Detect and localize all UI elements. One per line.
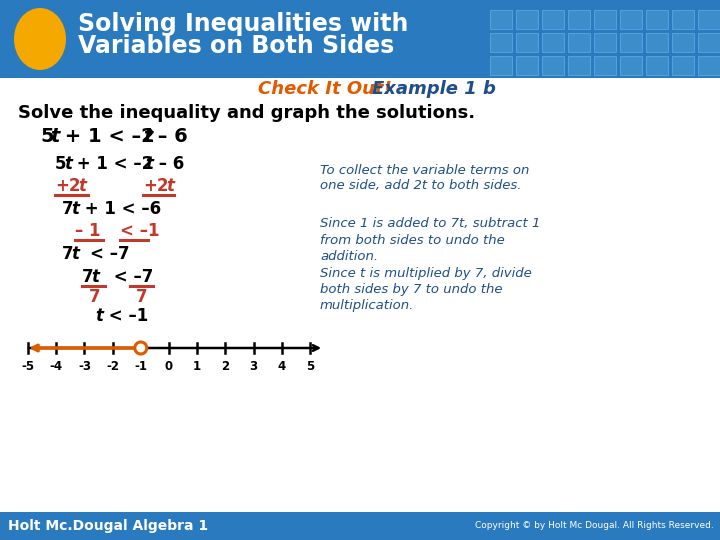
Text: < –1: < –1 (120, 222, 160, 240)
Text: t: t (71, 200, 79, 218)
Text: t: t (50, 127, 59, 146)
Bar (594, 56, 616, 75)
Text: Since 1 is added to 7t, subtract 1: Since 1 is added to 7t, subtract 1 (320, 218, 541, 231)
Text: Solve the inequality and graph the solutions.: Solve the inequality and graph the solut… (18, 104, 475, 122)
Text: – 1: – 1 (75, 222, 101, 240)
Text: -1: -1 (135, 360, 148, 373)
Text: < –7: < –7 (90, 245, 130, 263)
Text: + 1 < –2: + 1 < –2 (58, 127, 155, 146)
Text: 5: 5 (40, 127, 53, 146)
Text: 1: 1 (193, 360, 202, 373)
Bar (620, 10, 642, 29)
Text: +2: +2 (143, 177, 168, 195)
Text: t: t (71, 245, 79, 263)
Bar (490, 10, 512, 29)
Bar (0, 512, 720, 540)
Bar (620, 56, 642, 75)
Text: – 6: – 6 (151, 127, 188, 146)
Bar (542, 56, 564, 75)
Text: t: t (91, 268, 99, 286)
Bar (568, 56, 590, 75)
Text: t: t (143, 127, 153, 146)
Text: Example 1 b: Example 1 b (372, 80, 496, 98)
Text: t: t (145, 155, 153, 173)
Text: – 6: – 6 (153, 155, 184, 173)
Text: +2: +2 (55, 177, 81, 195)
Text: 3: 3 (250, 360, 258, 373)
Text: 7: 7 (89, 288, 101, 306)
Text: 7: 7 (82, 268, 94, 286)
Bar (620, 33, 642, 52)
Text: + 1 < –6: + 1 < –6 (79, 200, 161, 218)
Bar (490, 33, 512, 52)
Ellipse shape (14, 8, 66, 70)
Circle shape (135, 342, 147, 354)
Text: both sides by 7 to undo the: both sides by 7 to undo the (320, 284, 503, 296)
Text: one side, add 2t to both sides.: one side, add 2t to both sides. (320, 179, 521, 192)
Bar (490, 56, 512, 75)
Bar (672, 10, 694, 29)
Bar (646, 56, 668, 75)
Text: 7: 7 (136, 288, 148, 306)
Bar (594, 33, 616, 52)
Bar (516, 33, 538, 52)
Text: 4: 4 (278, 360, 286, 373)
Bar (516, 56, 538, 75)
Bar (646, 33, 668, 52)
Bar (542, 33, 564, 52)
Text: t: t (64, 155, 72, 173)
Text: Solving Inequalities with: Solving Inequalities with (78, 12, 408, 36)
Text: 7: 7 (62, 245, 73, 263)
Text: -5: -5 (22, 360, 35, 373)
Text: 0: 0 (165, 360, 173, 373)
Text: from both sides to undo the: from both sides to undo the (320, 233, 505, 246)
Text: 5: 5 (55, 155, 66, 173)
Text: addition.: addition. (320, 249, 378, 262)
Bar (516, 10, 538, 29)
Text: To collect the variable terms on: To collect the variable terms on (320, 164, 529, 177)
Text: < –1: < –1 (103, 307, 148, 325)
Bar (698, 56, 720, 75)
Text: 7: 7 (62, 200, 73, 218)
Text: -3: -3 (78, 360, 91, 373)
Text: t: t (78, 177, 86, 195)
Bar (672, 56, 694, 75)
Text: t: t (95, 307, 103, 325)
Text: Copyright © by Holt Mc Dougal. All Rights Reserved.: Copyright © by Holt Mc Dougal. All Right… (475, 522, 714, 530)
Text: -2: -2 (106, 360, 119, 373)
Bar (542, 10, 564, 29)
Bar (672, 33, 694, 52)
Bar (568, 10, 590, 29)
Text: multiplication.: multiplication. (320, 300, 415, 313)
Bar (568, 33, 590, 52)
Text: t: t (166, 177, 174, 195)
Text: Since t is multiplied by 7, divide: Since t is multiplied by 7, divide (320, 267, 532, 280)
Text: Variables on Both Sides: Variables on Both Sides (78, 34, 395, 58)
Bar (698, 33, 720, 52)
Text: 2: 2 (221, 360, 230, 373)
Bar (646, 10, 668, 29)
Text: Holt Mc.Dougal Algebra 1: Holt Mc.Dougal Algebra 1 (8, 519, 208, 533)
Bar (698, 10, 720, 29)
Bar (0, 0, 720, 78)
Text: Check It Out!: Check It Out! (258, 80, 392, 98)
Text: + 1 < –2: + 1 < –2 (71, 155, 153, 173)
Text: 5: 5 (306, 360, 314, 373)
Bar (594, 10, 616, 29)
Text: < –7: < –7 (108, 268, 153, 286)
Text: -4: -4 (50, 360, 63, 373)
